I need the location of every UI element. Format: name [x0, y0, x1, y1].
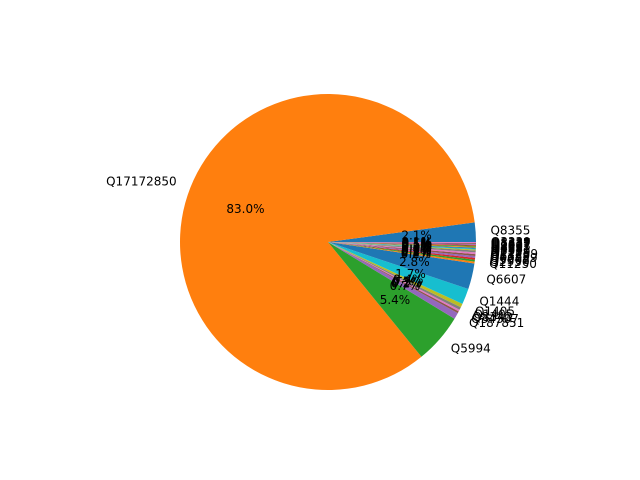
slice-label: Q8337 — [491, 240, 531, 254]
pie-slice — [328, 242, 463, 308]
slice-percent-label: 0.2% — [401, 246, 432, 260]
pie-slice — [328, 242, 475, 264]
slice-label: Q8355 — [490, 224, 530, 238]
slice-label: Q8337 — [491, 236, 531, 250]
slice-percent-label: 0.2% — [401, 242, 432, 256]
pie-slice — [328, 242, 476, 243]
slice-label: Q1405 — [475, 304, 515, 318]
slice-label: Q6359 — [490, 249, 530, 263]
slice-percent-label: 2.1% — [401, 229, 432, 243]
pie-slice — [328, 242, 455, 357]
pie-slice — [328, 242, 475, 290]
slice-percent-label: 0.2% — [391, 277, 422, 291]
pie-slice — [328, 242, 476, 250]
slice-percent-label: 0.2% — [401, 247, 432, 261]
slice-label: Q1337 — [491, 238, 531, 252]
pie-slice — [328, 242, 469, 304]
slice-percent-label: 0.1% — [401, 239, 432, 253]
pie-slice — [328, 242, 476, 249]
pie-slice — [328, 242, 476, 248]
pie-slice — [328, 242, 476, 247]
slice-label: Q17172850 — [106, 175, 177, 189]
slice-label: Q5994 — [451, 341, 491, 355]
pie-slice — [328, 242, 458, 319]
slice-percent-label: 0.1% — [402, 236, 433, 250]
slice-percent-label: 0.2% — [391, 276, 422, 290]
slice-label: Q6607 — [486, 272, 526, 286]
slice-label: Q9093 — [491, 239, 531, 253]
slice-label: Q3339 — [491, 235, 531, 249]
slice-label: Q34307 — [471, 312, 519, 326]
percent-labels: 2.1%83.0%5.4%0.7%0.2%0.2%0.3%0.4%1.7%2.8… — [226, 202, 432, 307]
slice-label: Q1405 — [473, 308, 513, 322]
slice-label: Q1444 — [479, 294, 519, 308]
pie-slice — [328, 242, 476, 257]
slice-labels: Q8355Q17172850Q5994Q187851Q34307Q8343Q14… — [106, 175, 538, 356]
slice-label: Q6881 — [491, 242, 531, 256]
pie-slice — [328, 242, 460, 312]
pie-slice — [328, 242, 476, 246]
slice-percent-label: 5.4% — [380, 293, 411, 307]
slice-label: Q4991 — [491, 241, 531, 255]
slice-percent-label: 0.1% — [402, 236, 433, 250]
slice-percent-label: 0.1% — [402, 237, 433, 251]
slice-label: Q8343 — [472, 310, 512, 324]
slice-label: Q11250 — [489, 257, 537, 271]
slice-percent-label: 0.2% — [401, 243, 432, 257]
pie-slice — [328, 222, 476, 242]
slice-label: Q2956 — [489, 255, 529, 269]
slice-percent-label: 0.2% — [401, 241, 432, 255]
slice-percent-label: 0.2% — [401, 240, 432, 254]
slice-percent-label: 0.3% — [392, 274, 423, 288]
pie-slice — [328, 242, 476, 251]
pie-slice — [328, 242, 461, 310]
slice-percent-label: 0.1% — [401, 238, 432, 252]
slice-label: Q66859 — [490, 251, 538, 265]
slice-label: Q1627 — [491, 237, 531, 251]
slice-percent-label: 2.8% — [399, 255, 430, 269]
pie-slices — [179, 93, 476, 391]
slice-percent-label: 83.0% — [226, 202, 264, 216]
pie-slice — [328, 242, 476, 260]
pie-slice — [328, 242, 476, 244]
slice-percent-label: 0.1% — [402, 235, 433, 249]
pie-slice — [328, 242, 475, 262]
slice-percent-label: 0.2% — [401, 245, 432, 259]
slice-percent-label: 0.7% — [390, 279, 421, 293]
pie-slice — [328, 242, 476, 255]
slice-label: Q8371 — [491, 243, 531, 257]
slice-label: Q11259 — [490, 247, 538, 261]
slice-percent-label: 0.1% — [402, 235, 433, 249]
slice-label: Q5368 — [490, 253, 530, 267]
pie-slice — [328, 242, 476, 245]
slice-percent-label: 0.1% — [401, 239, 432, 253]
pie-slice — [328, 242, 476, 258]
slice-percent-label: 0.4% — [393, 273, 424, 287]
pie-slice — [179, 93, 475, 391]
pie-slice — [328, 242, 476, 253]
slice-label: Q187851 — [469, 316, 524, 330]
slice-label: Q7259 — [490, 245, 530, 259]
pie-slice — [328, 242, 459, 314]
slice-percent-label: 1.7% — [395, 267, 426, 281]
slice-percent-label: 0.1% — [401, 238, 432, 252]
